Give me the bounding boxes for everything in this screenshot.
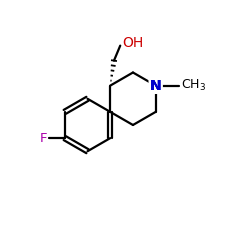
Text: N: N xyxy=(150,78,162,92)
Bar xyxy=(151,80,160,91)
Text: N: N xyxy=(150,78,162,92)
Text: N: N xyxy=(150,78,162,92)
Text: N: N xyxy=(150,78,162,92)
Text: OH: OH xyxy=(123,36,144,50)
Text: F: F xyxy=(40,132,47,144)
Text: CH$_3$: CH$_3$ xyxy=(181,78,206,93)
